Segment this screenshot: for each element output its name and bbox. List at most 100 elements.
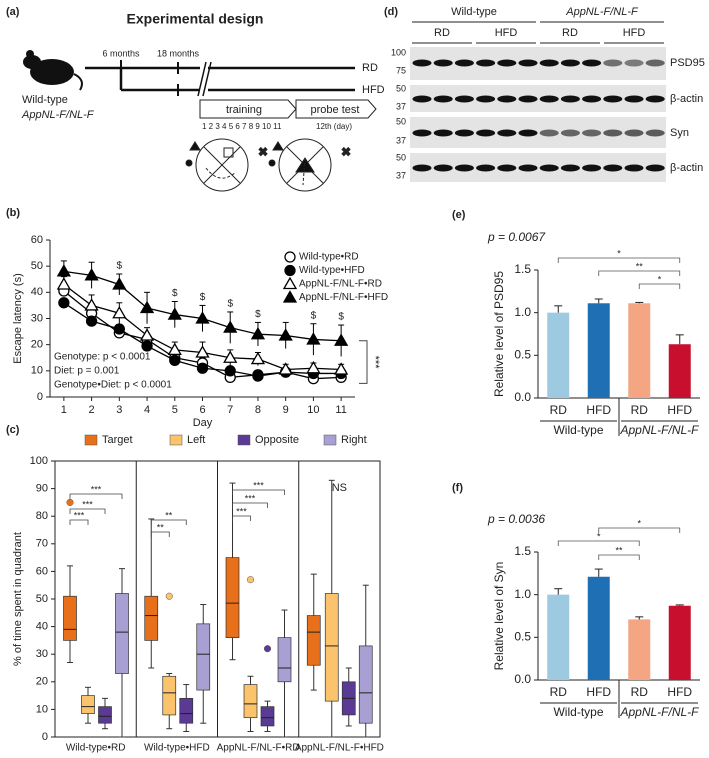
protein-label: β-actin (670, 162, 703, 174)
y-tick-label: 70 (36, 538, 48, 550)
box (277, 637, 292, 683)
y-tick-label: 30 (36, 648, 48, 660)
x-tick-label: HFD (667, 403, 692, 417)
legend-label: Right (341, 434, 367, 446)
box (260, 706, 275, 727)
box (98, 706, 112, 724)
blot-band (476, 59, 496, 67)
blot-strip (410, 47, 666, 80)
box (324, 593, 339, 702)
blot-band (603, 59, 623, 67)
sig-bracket (598, 554, 640, 560)
x-tick-label: 2 (89, 404, 95, 416)
data-point (167, 307, 182, 320)
legend-label: Target (102, 434, 133, 446)
outlier (246, 576, 255, 584)
data-point (224, 365, 236, 377)
data-point (112, 277, 127, 290)
sig-label: *** (253, 480, 264, 490)
y-tick-label: 10 (31, 365, 43, 377)
data-point (139, 328, 155, 341)
sig-label: * (597, 531, 601, 541)
box (225, 557, 240, 638)
legend-label: Left (187, 434, 205, 446)
blot-diet: RD (562, 27, 578, 39)
sig-label: ** (636, 261, 644, 271)
x-tick-label: HFD (586, 685, 611, 699)
blot-band (412, 59, 432, 67)
y-tick-label: 0 (42, 731, 48, 743)
sig-bracket (598, 270, 681, 276)
y-tick-label: 60 (36, 565, 48, 577)
blot-group: Wild-type (451, 6, 497, 18)
blot-diet: RD (434, 27, 450, 39)
blot-image (410, 47, 666, 182)
x-tick-label: Wild-type•RD (66, 743, 126, 754)
blot-diet: HFD (495, 27, 518, 39)
group-label: AppNL-F/NL-F (619, 423, 699, 437)
bar (628, 303, 651, 398)
group-label: Wild-type (553, 705, 603, 719)
data-point (84, 298, 99, 311)
diet-label: RD (362, 62, 378, 74)
annotation: $ (311, 310, 317, 321)
annotation: $ (227, 299, 233, 310)
sig-label: *** (74, 510, 85, 520)
legend-label: Wild-type•RD (299, 252, 359, 263)
panel-label: (b) (6, 207, 20, 219)
box (358, 645, 373, 724)
box (306, 615, 321, 666)
blot-band (560, 59, 580, 67)
y-tick-label: 0.5 (514, 630, 531, 644)
blot-band (560, 164, 580, 172)
blot-band (624, 164, 644, 172)
blot-band (582, 164, 602, 172)
design-title: Experimental design (127, 11, 264, 27)
blot-band (497, 59, 517, 67)
data-point (139, 300, 155, 314)
legend-label: Wild-type•HFD (299, 265, 365, 276)
annotation: $ (338, 312, 344, 323)
blot-header-lines (412, 21, 664, 44)
y-tick-label: 40 (31, 286, 43, 298)
blot-band (412, 129, 432, 137)
y-tick-label: 10 (36, 703, 48, 715)
data-point (113, 323, 125, 335)
y-tick-label: 100 (30, 455, 48, 467)
y-tick-label: 50 (31, 260, 43, 272)
blot-band (603, 164, 623, 172)
legend-swatch (169, 434, 183, 446)
mouse-icon (23, 50, 83, 91)
y-tick-label: 60 (31, 234, 43, 246)
blot-band (476, 95, 496, 103)
data-point (56, 264, 71, 277)
protein-label: β-actin (670, 93, 703, 105)
legend-swatch (84, 434, 98, 446)
x-tick-label: RD (550, 403, 568, 417)
legend-marker (282, 276, 298, 290)
box (162, 675, 177, 716)
legend-marker (284, 251, 296, 263)
sig-label: NS (332, 482, 347, 494)
data-point (250, 351, 266, 365)
legend-label: Opposite (255, 434, 299, 446)
data-point (195, 345, 210, 358)
blot-band (645, 129, 665, 137)
sig-bracket (638, 283, 681, 289)
sig-bracket (232, 515, 251, 521)
annotation: $ (200, 292, 206, 303)
bar (587, 303, 610, 398)
data-point (112, 305, 127, 319)
svg-text:✖: ✖ (258, 145, 268, 159)
data-point (56, 277, 71, 290)
blot-band (518, 59, 538, 67)
mw-marker: 37 (396, 170, 406, 180)
sig-label: *** (245, 493, 256, 503)
stats-text: Genotype•Diet: p < 0.0001 (54, 380, 172, 391)
blot-band (645, 164, 665, 172)
blot-band (454, 95, 474, 103)
y-axis-label: Escape latency (s) (12, 273, 24, 363)
genotype-label: Wild-type (22, 94, 68, 106)
blot-band (603, 95, 623, 103)
x-axis-label: Day (193, 417, 213, 429)
